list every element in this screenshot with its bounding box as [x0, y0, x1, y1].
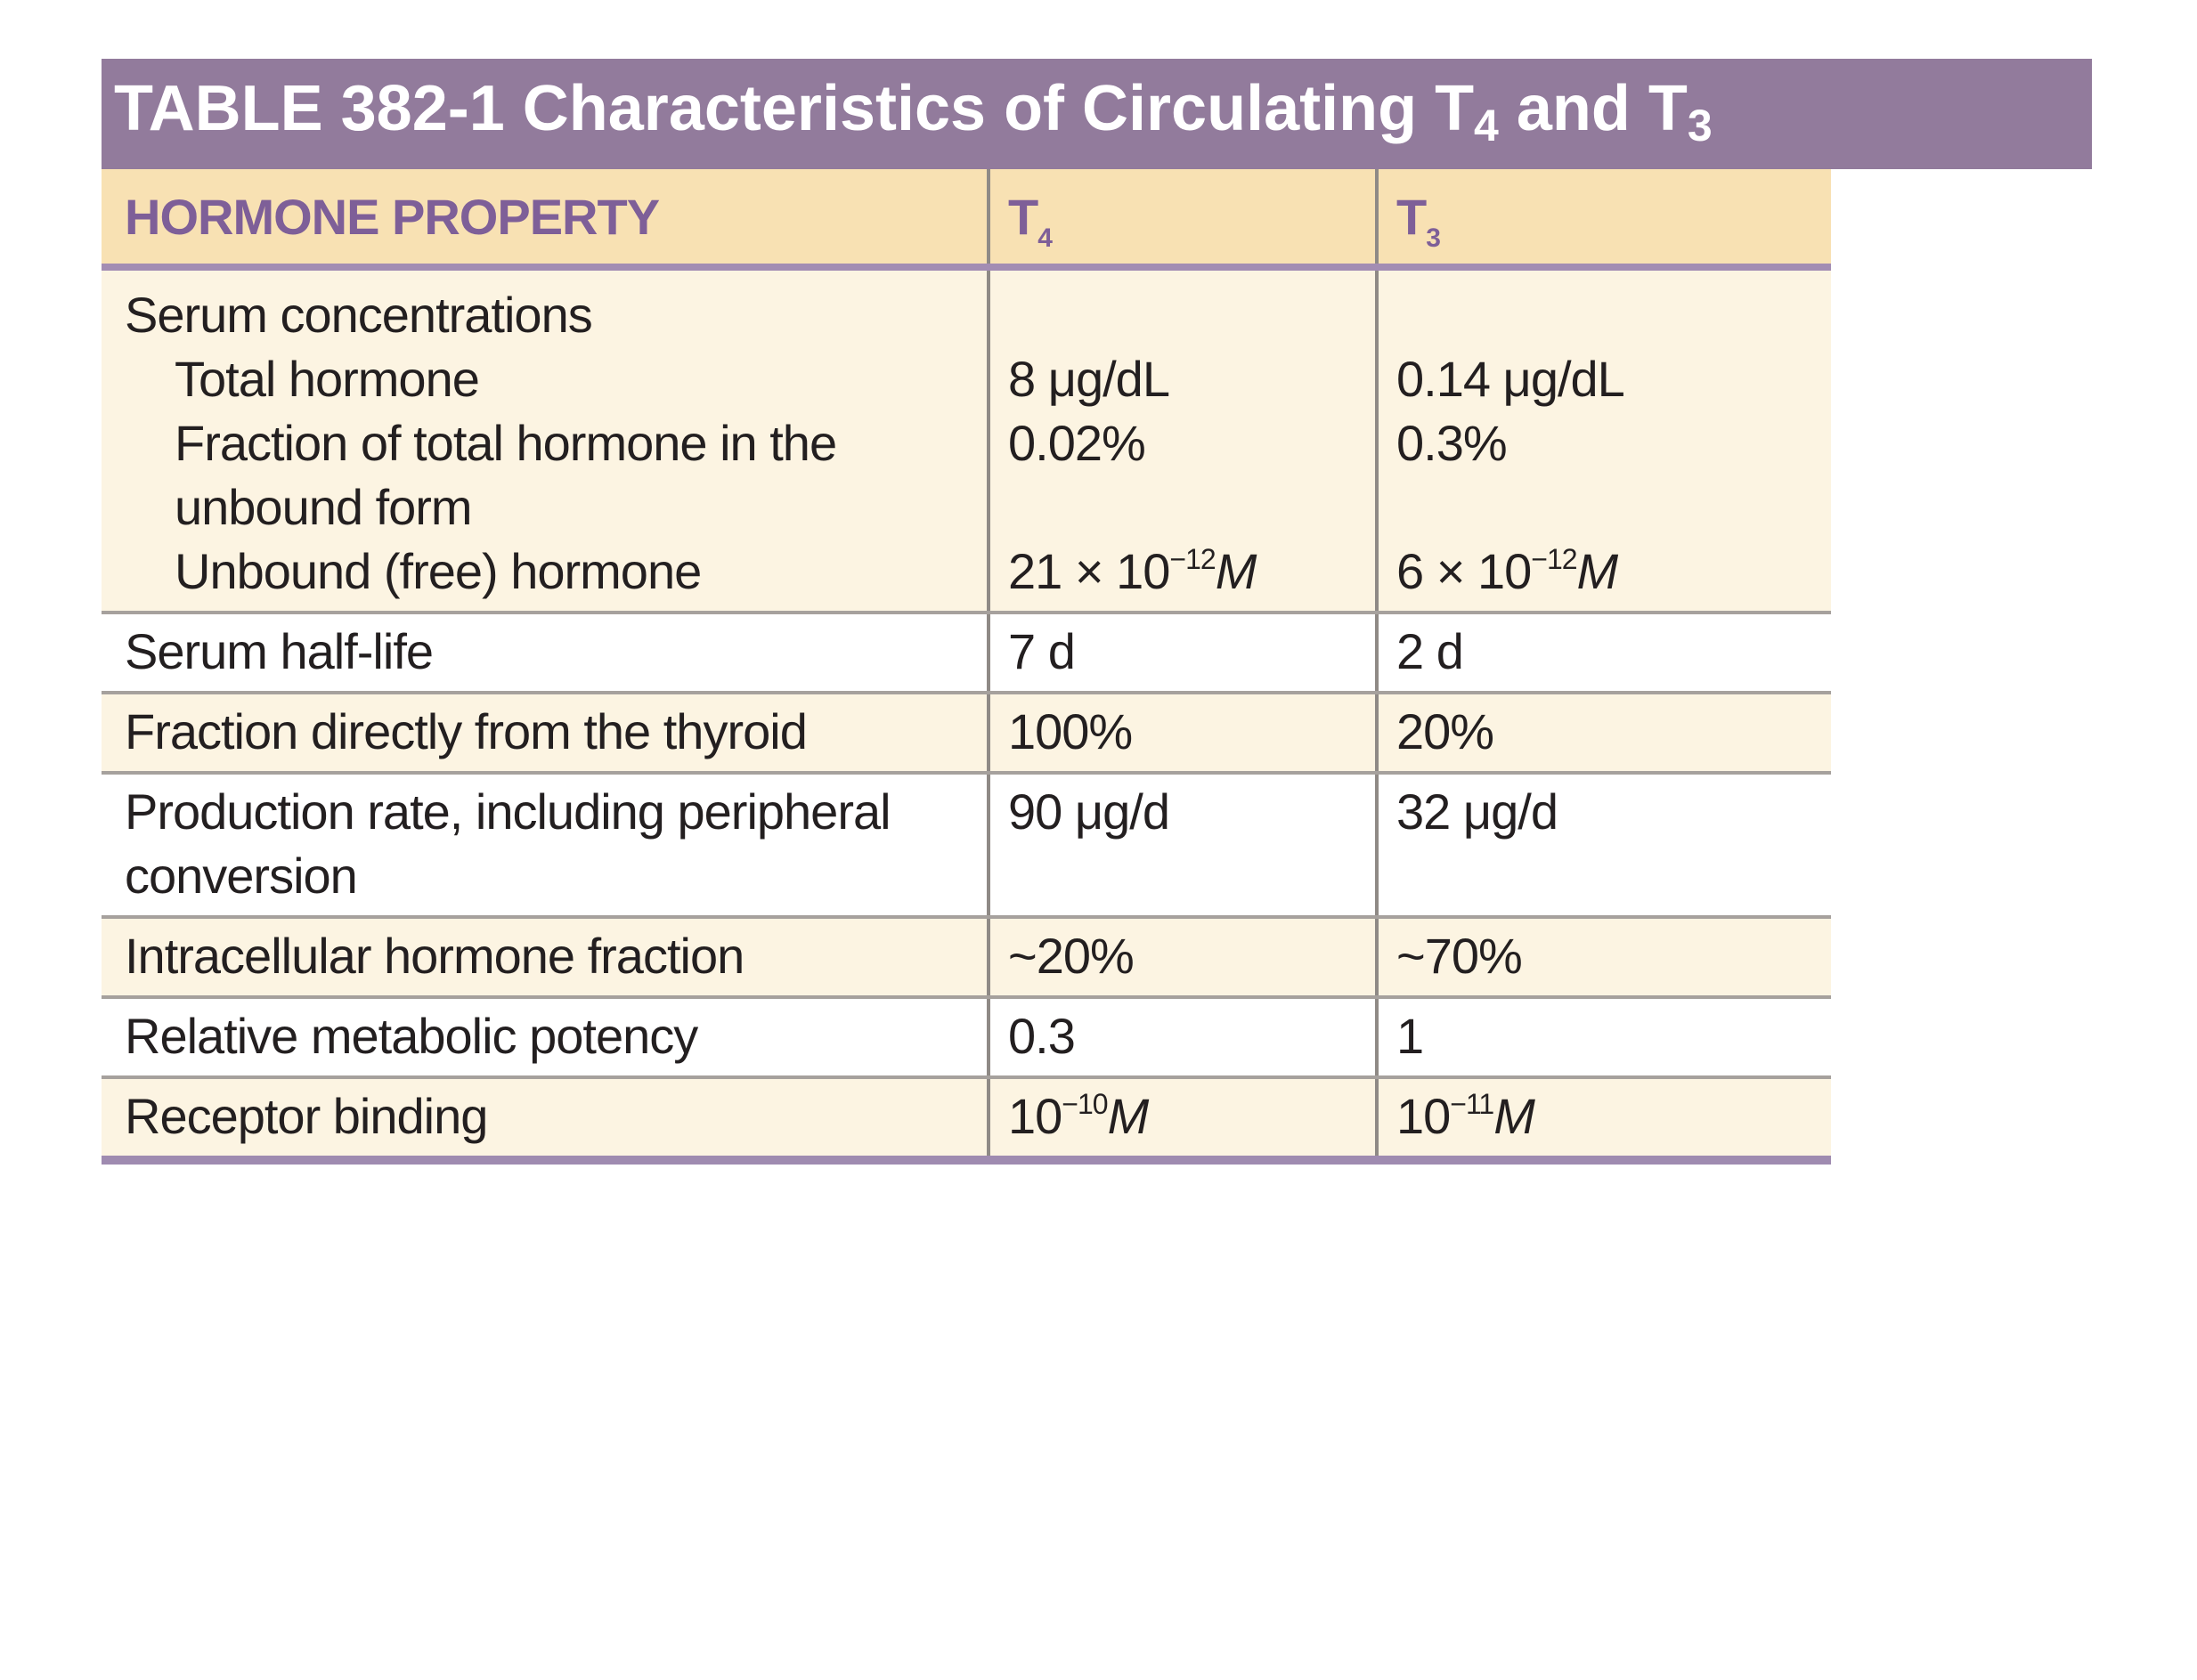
cell-t3: 6 × 10−12M: [1375, 540, 1831, 614]
row-label-line2: unbound form: [175, 479, 473, 535]
value-base: 21 × 10: [1008, 543, 1170, 599]
table-row-intracellular-fraction: Intracellular hormone fraction ~20% ~70%: [102, 917, 1831, 999]
cell-t3: ~70%: [1375, 917, 1831, 999]
value-base: 6 × 10: [1396, 543, 1532, 599]
value-base: 10: [1008, 1088, 1062, 1144]
row-label: Serum concentrations: [102, 267, 989, 347]
value-base: 10: [1396, 1088, 1451, 1144]
cell-t4: 0.02%: [987, 411, 1377, 540]
cell-t4: 90 μg/d: [987, 773, 1377, 919]
cell-t4-empty: [987, 267, 1377, 347]
cell-t3-empty: [1375, 267, 1831, 347]
header-row: HORMONE PROPERTY T4 T3: [102, 169, 1831, 271]
table-row-fraction-unbound: Fraction of total hormone in the unbound …: [102, 411, 1831, 540]
cell-t3: 32 μg/d: [1375, 773, 1831, 919]
header-t3-base: T: [1396, 188, 1427, 245]
cell-t3: 0.3%: [1375, 411, 1831, 540]
value-unit: M: [1576, 543, 1619, 599]
value-unit: M: [1215, 543, 1257, 599]
row-label: Production rate, including peripheral con…: [102, 773, 989, 919]
header-t4: T4: [987, 169, 1377, 271]
cell-t3: 0.14 μg/dL: [1375, 347, 1831, 411]
hormone-table: HORMONE PROPERTY T4 T3 Serum concentrati…: [102, 169, 1831, 1165]
header-t3: T3: [1375, 169, 1831, 271]
cell-t4: 7 d: [987, 613, 1377, 694]
table-title: TABLE 382-1 Characteristics of Circulati…: [102, 59, 2092, 169]
cell-t4: 0.3: [987, 997, 1377, 1079]
row-label-line1: Production rate, including peripheral: [125, 783, 891, 840]
header-property: HORMONE PROPERTY: [102, 169, 989, 271]
table-row-serum-half-life: Serum half-life 7 d 2 d: [102, 613, 1831, 694]
cell-t4: ~20%: [987, 917, 1377, 999]
row-label: Unbound (free) hormone: [102, 540, 989, 614]
value-exponent: −12: [1169, 543, 1216, 575]
cell-t3: 20%: [1375, 693, 1831, 775]
value-unit: M: [1107, 1088, 1150, 1144]
table-row-fraction-from-thyroid: Fraction directly from the thyroid 100% …: [102, 693, 1831, 775]
table-title-sub-3: 3: [1687, 101, 1713, 150]
cell-t3: 1: [1375, 997, 1831, 1079]
table-title-sub-4: 4: [1474, 101, 1499, 150]
row-label-line2: conversion: [125, 848, 358, 904]
row-label: Serum half-life: [102, 613, 989, 694]
row-label: Fraction of total hormone in the unbound …: [102, 411, 989, 540]
row-label: Fraction directly from the thyroid: [102, 693, 989, 775]
cell-t4: 10−10M: [987, 1077, 1377, 1165]
cell-t4: 21 × 10−12M: [987, 540, 1377, 614]
row-label: Total hormone: [102, 347, 989, 411]
value-exponent: −10: [1062, 1088, 1108, 1120]
value-unit: M: [1493, 1088, 1535, 1144]
table-row-metabolic-potency: Relative metabolic potency 0.3 1: [102, 997, 1831, 1079]
row-label-line1: Fraction of total hormone in the: [175, 415, 837, 471]
cell-t3: 10−11M: [1375, 1077, 1831, 1165]
header-t3-sub: 3: [1426, 223, 1441, 253]
header-property-label: HORMONE PROPERTY: [125, 188, 660, 245]
table-row-receptor-binding: Receptor binding 10−10M 10−11M: [102, 1077, 1831, 1165]
table-row-production-rate: Production rate, including peripheral con…: [102, 773, 1831, 919]
row-label: Receptor binding: [102, 1077, 989, 1165]
cell-t4: 8 μg/dL: [987, 347, 1377, 411]
value-exponent: −11: [1450, 1088, 1494, 1120]
table-row-serum-concentrations: Serum concentrations: [102, 267, 1831, 347]
row-label: Intracellular hormone fraction: [102, 917, 989, 999]
header-t4-base: T: [1008, 188, 1038, 245]
value-exponent: −12: [1531, 543, 1577, 575]
table-title-prefix: TABLE 382-1 Characteristics of Circulati…: [114, 73, 1475, 144]
header-t4-sub: 4: [1037, 223, 1053, 253]
table-title-middle: and T: [1498, 73, 1688, 144]
table-row-total-hormone: Total hormone 8 μg/dL 0.14 μg/dL: [102, 347, 1831, 411]
table-row-unbound-free-hormone: Unbound (free) hormone 21 × 10−12M 6 × 1…: [102, 540, 1831, 614]
cell-t3: 2 d: [1375, 613, 1831, 694]
row-label: Relative metabolic potency: [102, 997, 989, 1079]
cell-t4: 100%: [987, 693, 1377, 775]
